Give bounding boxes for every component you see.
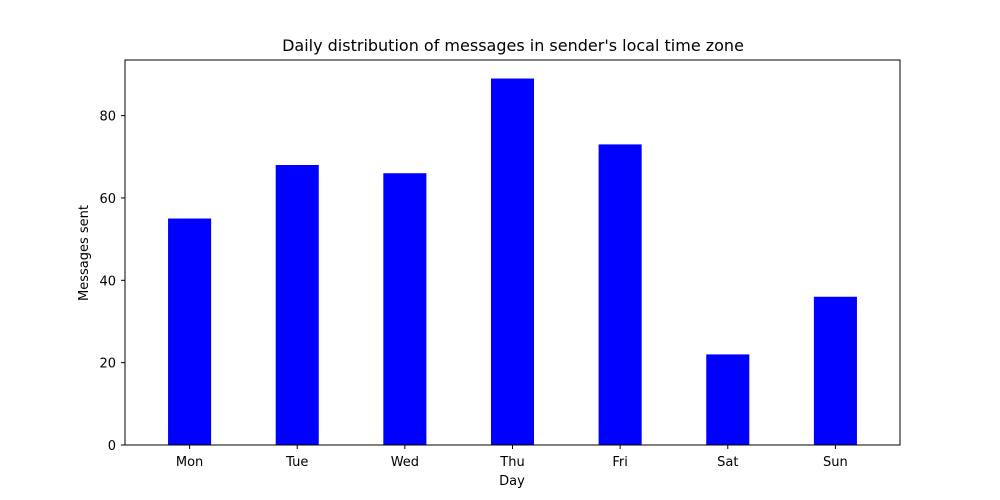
x-axis-ticks: Mon Tue Wed Thu Fri Sat Sun <box>176 445 848 470</box>
bar-thu <box>490 78 535 445</box>
bar-sun <box>813 296 857 445</box>
bar-fri <box>598 144 642 446</box>
bar-mon <box>168 218 212 445</box>
y-tick-label: 0 <box>108 439 116 454</box>
x-tick-label: Sat <box>717 455 738 470</box>
bar-wed <box>383 173 427 445</box>
y-tick-label: 60 <box>99 192 116 207</box>
bar-sat <box>706 354 750 445</box>
y-axis-label: Messages sent <box>77 205 92 301</box>
x-tick-label: Tue <box>285 455 308 470</box>
x-tick-label: Sun <box>823 455 848 470</box>
plot-frame <box>124 59 901 446</box>
x-tick-label: Thu <box>499 455 524 470</box>
y-axis-ticks: 0 20 40 60 80 <box>99 110 125 454</box>
x-tick-label: Fri <box>612 455 628 470</box>
bars-group <box>168 78 857 446</box>
x-tick-label: Mon <box>176 455 203 470</box>
y-tick-label: 40 <box>99 274 116 289</box>
bar-tue <box>275 165 319 445</box>
x-axis-label: Day <box>499 474 525 489</box>
y-tick-label: 80 <box>99 110 116 125</box>
x-tick-label: Wed <box>391 455 419 470</box>
y-tick-label: 20 <box>99 357 116 372</box>
chart-title: Daily distribution of messages in sender… <box>282 36 744 55</box>
